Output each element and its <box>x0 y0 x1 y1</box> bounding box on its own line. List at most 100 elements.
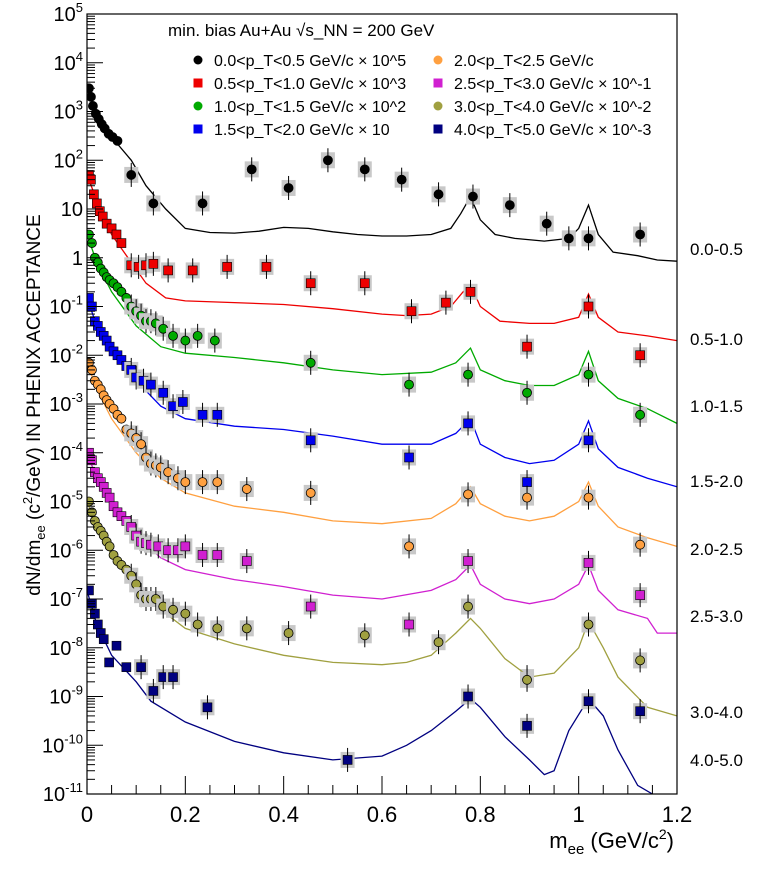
legend-title: min. bias Au+Au √s_NN = 200 GeV <box>168 21 435 40</box>
data-point <box>261 262 272 272</box>
pt-bin-label: 2.5-3.0 <box>690 607 743 626</box>
cocktail-curve <box>87 234 677 424</box>
data-point <box>522 477 532 487</box>
series-1.5-2.0 <box>87 293 677 495</box>
pt-bin-label: 1.5-2.0 <box>690 472 743 491</box>
data-point <box>583 492 594 503</box>
y-tick-label: 10 <box>61 199 83 221</box>
data-point <box>209 335 220 346</box>
data-point <box>212 550 223 560</box>
data-point <box>583 369 594 380</box>
data-point <box>583 558 594 568</box>
series-1.0-1.5 <box>87 229 677 427</box>
axes: 0 0.2 0.4 0.6 0.8 1 1.210510410310210110-110-2… <box>42 0 692 827</box>
data-point <box>241 623 252 634</box>
legend-entry: 4.0<p_T<5.0 GeV/c × 10^-3 <box>454 122 652 139</box>
series-group <box>87 83 677 794</box>
y-tick-label: 10-6 <box>49 536 83 562</box>
data-point <box>104 541 115 552</box>
data-point <box>583 233 594 244</box>
data-point <box>463 601 473 612</box>
legend-entry: 2.5<p_T<3.0 GeV/c × 10^-1 <box>454 76 652 93</box>
data-point <box>202 702 213 713</box>
data-point <box>635 539 646 550</box>
y-tick-label: 10-8 <box>49 634 83 660</box>
pt-bin-label: 1.0-1.5 <box>690 397 743 416</box>
data-point <box>441 297 451 308</box>
y-tick-label: 1 <box>72 248 83 270</box>
y-tick-label: 10-3 <box>49 390 83 416</box>
data-point <box>148 686 159 696</box>
data-point <box>404 619 414 630</box>
cocktail-curve <box>87 590 653 794</box>
data-point <box>148 198 159 209</box>
series-3.0-4.0 <box>87 496 677 717</box>
data-point <box>111 229 122 240</box>
data-point <box>116 413 127 424</box>
legend-entry: 2.0<p_T<2.5 GeV/c <box>454 53 594 70</box>
data-point <box>635 350 645 361</box>
data-point <box>323 155 333 166</box>
y-tick-label: 10-2 <box>49 341 83 367</box>
y-axis-label: dN/dmee (c2/GeV) IN PHENIX ACCEPTANCE <box>20 214 48 595</box>
data-point <box>635 706 645 716</box>
data-point <box>148 259 159 269</box>
legend-marker <box>193 78 203 88</box>
x-tick-label: 1.2 <box>662 802 693 827</box>
data-point <box>463 418 473 429</box>
data-point <box>406 306 417 317</box>
y-tick-label: 102 <box>54 146 83 172</box>
data-point <box>305 278 316 289</box>
legend-marker <box>193 124 203 134</box>
pt-bin-label: 0.0-0.5 <box>690 240 743 259</box>
data-point <box>463 369 473 380</box>
data-point <box>180 477 191 488</box>
data-point <box>463 556 473 566</box>
y-tick-label: 10-1 <box>49 293 83 319</box>
data-point <box>116 238 127 248</box>
data-point <box>241 484 252 494</box>
data-point <box>163 265 173 276</box>
data-point <box>192 619 203 630</box>
data-point <box>158 387 169 398</box>
data-point <box>180 608 191 619</box>
data-point <box>583 301 594 312</box>
data-point <box>522 492 532 503</box>
legend-marker <box>433 55 443 65</box>
legend: min. bias Au+Au √s_NN = 200 GeV 0.0<p_T<0… <box>168 21 652 139</box>
data-point <box>504 200 515 211</box>
x-tick-label: 0 <box>81 802 93 827</box>
data-point <box>463 489 473 500</box>
legend-entry: 0.0<p_T<0.5 GeV/c × 10^5 <box>214 53 406 70</box>
data-point <box>178 397 188 407</box>
data-point <box>583 696 594 707</box>
legend-marker <box>193 55 203 65</box>
data-point <box>98 634 109 644</box>
x-tick-label: 0.4 <box>268 802 299 827</box>
data-point <box>180 541 191 552</box>
series-0.0-0.5 <box>87 83 677 262</box>
cocktail-curve <box>87 87 677 262</box>
series-2.0-2.5 <box>87 357 677 559</box>
data-point <box>305 601 316 612</box>
pt-bin-label: 4.0-5.0 <box>690 751 743 770</box>
data-point <box>168 330 178 341</box>
cocktail-curve <box>87 297 677 488</box>
plot-area <box>87 83 677 794</box>
data-point <box>136 662 146 672</box>
series-4.0-5.0 <box>87 585 653 794</box>
data-point <box>305 357 316 368</box>
data-point <box>222 262 232 272</box>
data-point <box>283 183 294 193</box>
data-point <box>106 223 117 234</box>
data-point <box>116 355 127 365</box>
pt-bin-label: 0.5-1.0 <box>690 330 743 349</box>
y-tick-label: 10-4 <box>49 439 83 465</box>
legend-entry: 3.0<p_T<4.0 GeV/c × 10^-2 <box>454 99 652 116</box>
data-point <box>583 619 594 630</box>
legend-entry: 1.0<p_T<1.5 GeV/c × 10^2 <box>214 99 406 116</box>
data-point <box>241 556 252 566</box>
pt-bin-label: 2.0-2.5 <box>690 540 743 559</box>
data-point <box>635 409 646 420</box>
